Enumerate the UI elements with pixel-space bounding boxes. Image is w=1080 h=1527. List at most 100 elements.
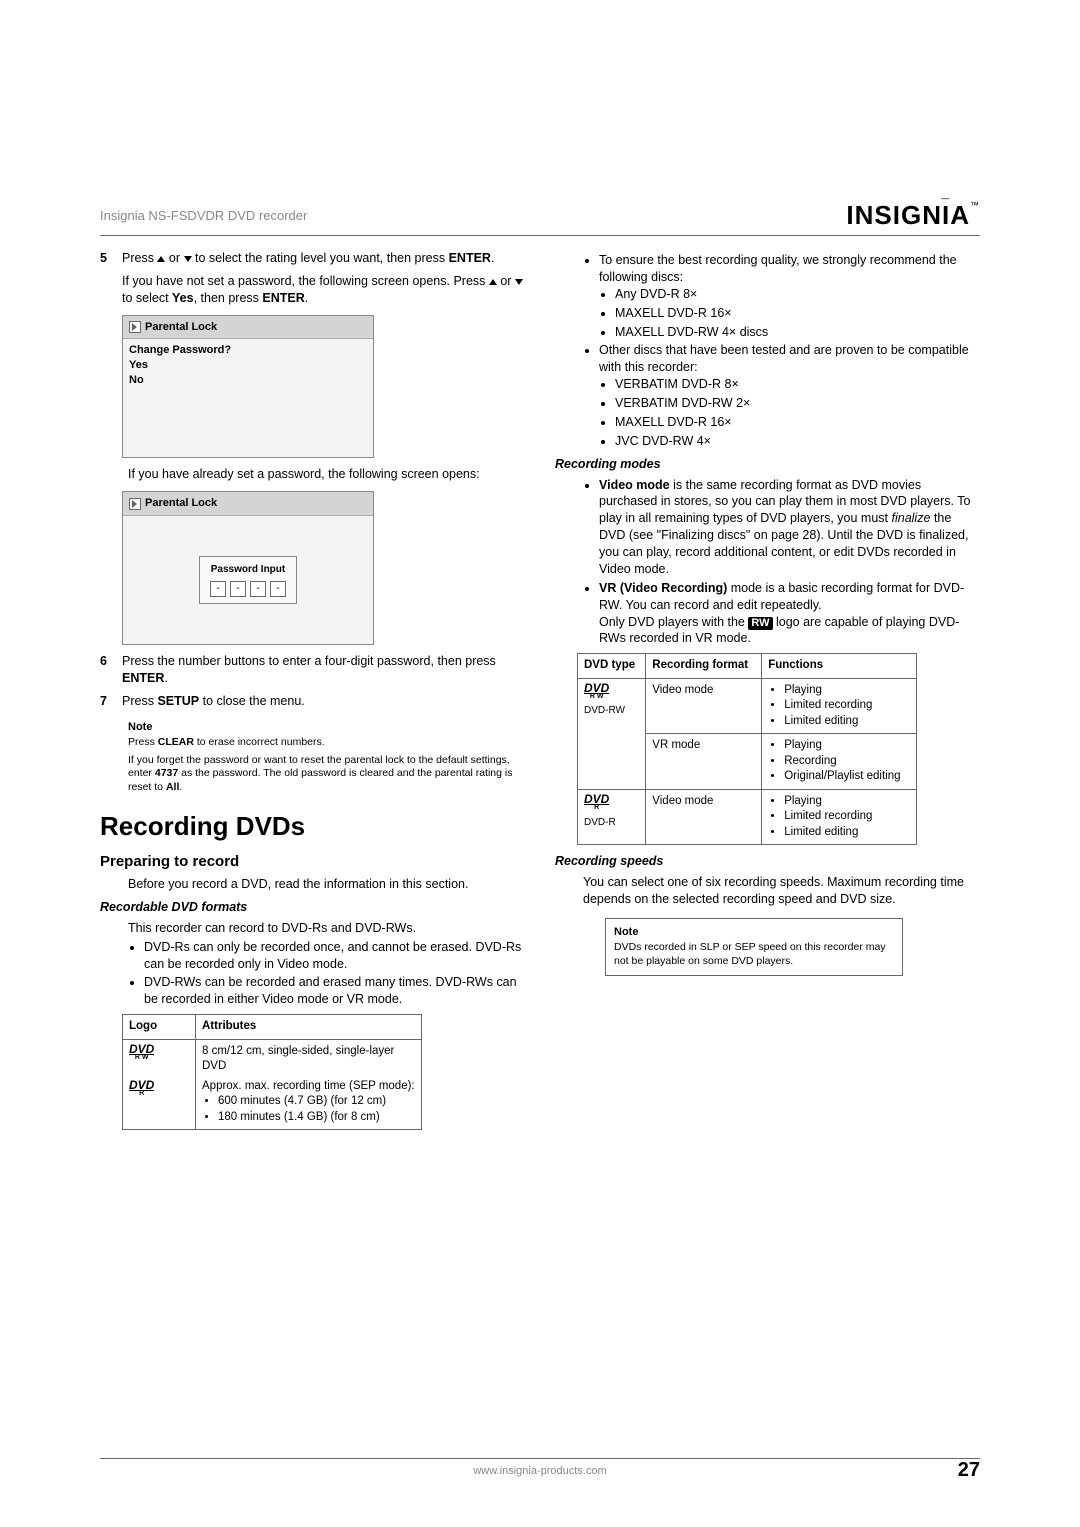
emphasis: finalize bbox=[892, 511, 931, 525]
list-item: DVD-Rs can only be recorded once, and ca… bbox=[144, 939, 525, 973]
text: . bbox=[179, 781, 182, 793]
text: to select bbox=[122, 291, 172, 305]
password-slots: - - - - bbox=[210, 581, 286, 597]
option-no: No bbox=[129, 373, 367, 388]
digit-slot: - bbox=[230, 581, 246, 597]
text: If you have not set a password, the foll… bbox=[122, 274, 489, 288]
col-header: Functions bbox=[762, 654, 917, 679]
logo-cell: DVDR W DVDR bbox=[123, 1039, 196, 1130]
logo-attributes-table: Logo Attributes DVDR W DVDR 8 cm/12 cm, … bbox=[122, 1014, 422, 1130]
prompt-text: Change Password? bbox=[129, 343, 367, 358]
play-icon bbox=[129, 321, 141, 333]
note-heading: Note bbox=[614, 925, 894, 939]
text: Only DVD players with the bbox=[599, 615, 748, 629]
page-header: Insignia NS-FSDVDR DVD recorder INSIGNIA… bbox=[100, 200, 980, 236]
screen-body: Change Password? Yes No bbox=[123, 339, 373, 457]
password-label: Password Input bbox=[210, 563, 286, 577]
type-cell: DVDR W DVD-RW bbox=[578, 678, 646, 789]
list-item: VERBATIM DVD-R 8× bbox=[615, 376, 980, 393]
screen-title: Parental Lock bbox=[145, 320, 217, 335]
page: Insignia NS-FSDVDR DVD recorder INSIGNIA… bbox=[0, 0, 1080, 1527]
option-yes: Yes bbox=[129, 358, 367, 373]
trademark-icon: ™ bbox=[970, 200, 980, 210]
dvd-r-logo-icon: DVDR bbox=[129, 1080, 154, 1097]
list-item: 180 minutes (1.4 GB) (for 8 cm) bbox=[218, 1110, 415, 1126]
list-item: Limited recording bbox=[784, 809, 910, 825]
note-line: If you forget the password or want to re… bbox=[128, 754, 525, 795]
col-header: Logo bbox=[123, 1015, 196, 1040]
paragraph: You can select one of six recording spee… bbox=[555, 874, 980, 908]
text: Press bbox=[122, 251, 157, 265]
format-cell: VR mode bbox=[646, 734, 762, 790]
table-row: DVDR W DVD-RW Video mode Playing Limited… bbox=[578, 678, 917, 734]
step-number: 7 bbox=[100, 693, 114, 710]
list-item: Playing bbox=[784, 738, 910, 754]
page-number: 27 bbox=[958, 1459, 980, 1482]
key-label: ENTER bbox=[262, 291, 304, 305]
inner-list: 600 minutes (4.7 GB) (for 12 cm) 180 min… bbox=[202, 1094, 415, 1125]
text: . bbox=[164, 671, 167, 685]
footer-url: www.insignia-products.com bbox=[473, 1465, 606, 1477]
parental-lock-screen-1: Parental Lock Change Password? Yes No bbox=[122, 315, 374, 459]
inner-list: Playing Limited recording Limited editin… bbox=[768, 794, 910, 841]
option-label: All bbox=[166, 781, 179, 793]
key-label: ENTER bbox=[122, 671, 164, 685]
list-item: DVD-RWs can be recorded and erased many … bbox=[144, 974, 525, 1008]
list-item: Original/Playlist editing bbox=[784, 769, 910, 785]
list-item: MAXELL DVD-R 16× bbox=[615, 414, 980, 431]
note-block: Note Press CLEAR to erase incorrect numb… bbox=[128, 720, 525, 795]
step-para: If you have not set a password, the foll… bbox=[122, 273, 525, 307]
key-label: ENTER bbox=[449, 251, 491, 265]
text: 8 cm/12 cm, single-sided, single-layer D… bbox=[202, 1044, 415, 1075]
step-7: 7 Press SETUP to close the menu. bbox=[100, 693, 525, 710]
brand-logo: INSIGNIA¯™ bbox=[846, 200, 980, 231]
text: to erase incorrect numbers. bbox=[194, 736, 325, 748]
col-header: DVD type bbox=[578, 654, 646, 679]
play-icon bbox=[129, 498, 141, 510]
right-column: To ensure the best recording quality, we… bbox=[555, 250, 980, 1130]
option-label: Yes bbox=[172, 291, 194, 305]
type-label: DVD-RW bbox=[584, 705, 625, 716]
list-item: JVC DVD-RW 4× bbox=[615, 433, 980, 450]
sub-list: VERBATIM DVD-R 8× VERBATIM DVD-RW 2× MAX… bbox=[599, 376, 980, 450]
col-header: Recording format bbox=[646, 654, 762, 679]
down-arrow-icon bbox=[184, 256, 192, 262]
step-body: Press SETUP to close the menu. bbox=[122, 693, 525, 710]
dvd-rw-logo-icon: DVDR W bbox=[129, 1044, 154, 1061]
step-body: Press or to select the rating level you … bbox=[122, 250, 525, 307]
paragraph: Only DVD players with the RW logo are ca… bbox=[599, 614, 980, 648]
step-6: 6 Press the number buttons to enter a fo… bbox=[100, 653, 525, 687]
text: . bbox=[491, 251, 494, 265]
step-number: 5 bbox=[100, 250, 114, 307]
text: to select the rating level you want, the… bbox=[192, 251, 449, 265]
digit-slot: - bbox=[210, 581, 226, 597]
text: Press bbox=[122, 694, 157, 708]
list-item: MAXELL DVD-RW 4× discs bbox=[615, 324, 980, 341]
type-label: DVD-R bbox=[584, 817, 616, 828]
subheading: Recording modes bbox=[555, 456, 980, 473]
col-header: Attributes bbox=[196, 1015, 422, 1040]
subsection-heading: Preparing to record bbox=[100, 852, 525, 872]
list-item: VERBATIM DVD-RW 2× bbox=[615, 395, 980, 412]
text: , then press bbox=[194, 291, 263, 305]
mode-name: Video mode bbox=[599, 478, 670, 492]
bullet-list: Video mode is the same recording format … bbox=[555, 477, 980, 648]
bullet-list: To ensure the best recording quality, we… bbox=[555, 252, 980, 450]
list-item: Any DVD-R 8× bbox=[615, 286, 980, 303]
text: as the password. The old password is cle… bbox=[128, 767, 512, 793]
list-item: Limited editing bbox=[784, 714, 910, 730]
down-arrow-icon bbox=[515, 279, 523, 285]
dvd-type-functions-table: DVD type Recording format Functions DVDR… bbox=[577, 653, 917, 845]
step-body: Press the number buttons to enter a four… bbox=[122, 653, 525, 687]
password-input-box: Password Input - - - - bbox=[199, 556, 297, 604]
brand-text: INSIGNIA bbox=[846, 200, 970, 230]
rw-compatible-logo-icon: RW bbox=[748, 617, 772, 630]
inner-list: Playing Recording Original/Playlist edit… bbox=[768, 738, 910, 785]
inner-list: Playing Limited recording Limited editin… bbox=[768, 683, 910, 730]
table-row: DVDR DVD-R Video mode Playing Limited re… bbox=[578, 789, 917, 845]
format-cell: Video mode bbox=[646, 789, 762, 845]
text: Press the number buttons to enter a four… bbox=[122, 654, 496, 668]
logo-accent-icon: ¯ bbox=[941, 196, 950, 212]
text: Approx. max. recording time (SEP mode): bbox=[202, 1079, 415, 1095]
parental-lock-screen-2: Parental Lock Password Input - - - - bbox=[122, 491, 374, 645]
